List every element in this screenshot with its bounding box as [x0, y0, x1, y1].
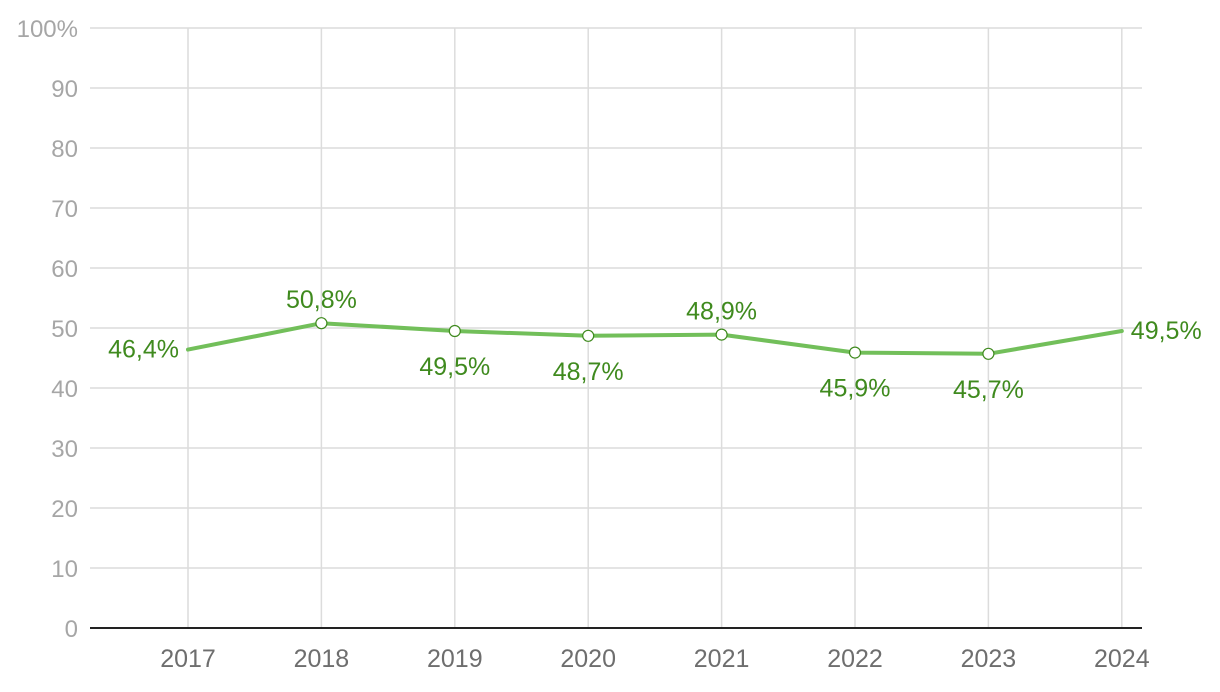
x-tick-label: 2017: [160, 645, 216, 673]
y-tick-label: 100%: [17, 16, 78, 43]
data-label: 45,7%: [953, 376, 1024, 404]
series-group: [186, 317, 1124, 360]
data-point: [848, 346, 862, 359]
y-tick-label: 70: [51, 196, 78, 223]
y-axis-ticks: 0 10 20 30 40 50 60 70 80 90 100%: [17, 16, 78, 643]
data-label: 50,8%: [286, 286, 357, 314]
x-tick-label: 2019: [427, 645, 483, 673]
data-point: [582, 329, 595, 342]
y-tick-label: 40: [51, 376, 78, 403]
x-tick-label: 2018: [294, 645, 350, 673]
x-axis-ticks: 2017 2018 2019 2020 2021 2022 2023 2024: [160, 645, 1150, 673]
x-tick-label: 2022: [827, 645, 883, 673]
data-label: 49,5%: [1131, 317, 1202, 345]
y-tick-label: 90: [51, 76, 78, 103]
data-label: 46,4%: [108, 336, 179, 364]
data-label: 48,9%: [686, 298, 757, 326]
y-gridlines: [90, 27, 1142, 569]
data-label: 48,7%: [553, 358, 624, 386]
y-tick-label: 20: [51, 496, 78, 523]
data-point: [448, 324, 461, 338]
data-labels: 46,4% 50,8% 49,5% 48,7% 48,9% 45,9% 45,7% 49,5%: [108, 286, 1202, 404]
y-tick-label: 10: [51, 556, 78, 583]
x-tick-label: 2021: [694, 645, 750, 673]
x-tick-label: 2020: [560, 645, 616, 673]
data-label: 45,9%: [820, 375, 891, 403]
data-point: [982, 347, 995, 360]
x-tick-label: 2023: [961, 645, 1017, 673]
y-tick-label: 0: [65, 616, 78, 643]
x-tick-label: 2024: [1094, 645, 1150, 673]
y-tick-label: 30: [51, 436, 78, 463]
data-label: 49,5%: [419, 353, 490, 381]
series-line: [186, 321, 1124, 356]
y-tick-label: 60: [51, 256, 78, 283]
data-point: [315, 317, 328, 330]
y-tick-label: 50: [51, 316, 78, 343]
y-tick-label: 80: [51, 136, 78, 163]
data-point: [715, 328, 728, 341]
